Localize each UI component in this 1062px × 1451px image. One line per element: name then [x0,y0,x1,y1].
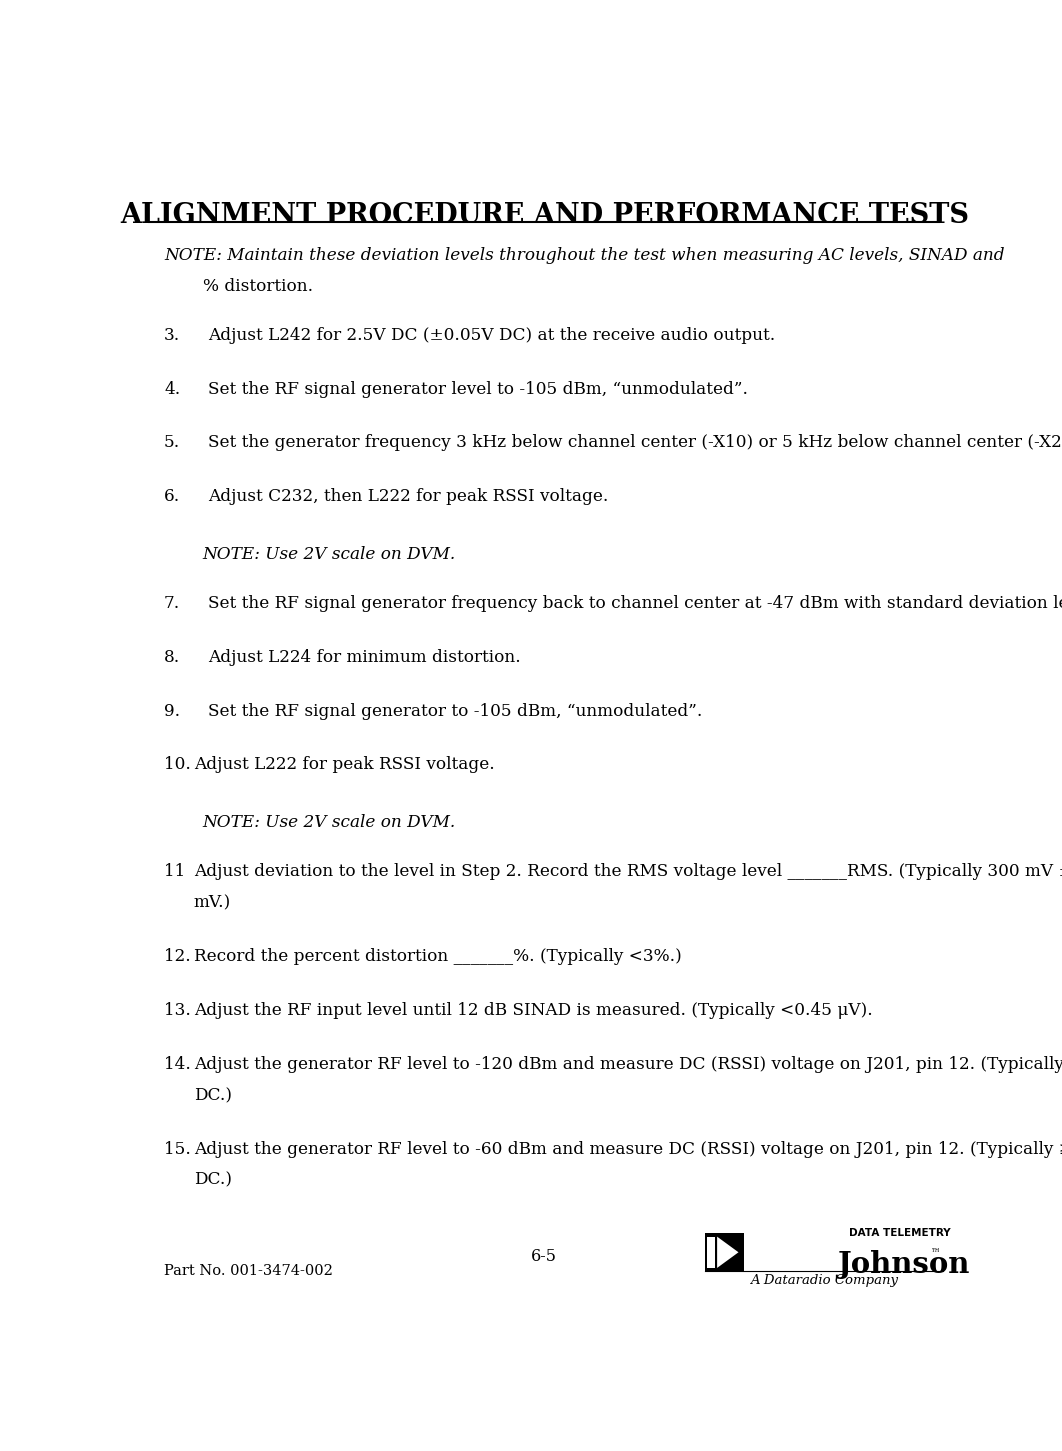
Text: A Dataradio Company: A Dataradio Company [750,1274,898,1287]
Text: Adjust the generator RF level to -60 dBm and measure DC (RSSI) voltage on J201, : Adjust the generator RF level to -60 dBm… [193,1140,1062,1158]
Text: Adjust deviation to the level in Step 2. Record the RMS voltage level _______RMS: Adjust deviation to the level in Step 2.… [193,863,1062,881]
Text: 11: 11 [164,863,185,881]
Text: Set the generator frequency 3 kHz below channel center (-X10) or 5 kHz below cha: Set the generator frequency 3 kHz below … [208,434,1062,451]
Text: mV.): mV.) [193,895,230,911]
Text: DC.): DC.) [193,1172,232,1188]
Text: 12.: 12. [164,949,191,965]
Text: NOTE: Use 2V scale on DVM.: NOTE: Use 2V scale on DVM. [203,546,456,563]
Text: Adjust L222 for peak RSSI voltage.: Adjust L222 for peak RSSI voltage. [193,756,495,773]
FancyBboxPatch shape [705,1233,744,1271]
Text: Adjust L242 for 2.5V DC (±0.05V DC) at the receive audio output.: Adjust L242 for 2.5V DC (±0.05V DC) at t… [208,326,775,344]
Text: ™: ™ [931,1249,941,1258]
Text: DATA TELEMETRY: DATA TELEMETRY [849,1228,950,1238]
Text: 7.: 7. [164,595,181,612]
Text: 4.: 4. [164,380,181,398]
Text: NOTE: Use 2V scale on DVM.: NOTE: Use 2V scale on DVM. [203,814,456,831]
Text: ALIGNMENT PROCEDURE AND PERFORMANCE TESTS: ALIGNMENT PROCEDURE AND PERFORMANCE TEST… [120,202,969,229]
Text: Johnson: Johnson [837,1251,970,1278]
Text: DC.): DC.) [193,1087,232,1104]
Text: Set the RF signal generator frequency back to channel center at -47 dBm with sta: Set the RF signal generator frequency ba… [208,595,1062,612]
Text: NOTE: Maintain these deviation levels throughout the test when measuring AC leve: NOTE: Maintain these deviation levels th… [164,247,1005,264]
Text: 6-5: 6-5 [531,1248,558,1265]
Text: Part No. 001-3474-002: Part No. 001-3474-002 [164,1264,332,1278]
Text: 14.: 14. [164,1056,191,1072]
Text: Adjust C232, then L222 for peak RSSI voltage.: Adjust C232, then L222 for peak RSSI vol… [208,488,609,505]
Text: Adjust L224 for minimum distortion.: Adjust L224 for minimum distortion. [208,649,521,666]
Polygon shape [717,1236,738,1268]
Text: 5.: 5. [164,434,181,451]
Text: 8.: 8. [164,649,181,666]
Text: 6.: 6. [164,488,181,505]
Text: 10.: 10. [164,756,191,773]
Text: Set the RF signal generator level to -105 dBm, “unmodulated”.: Set the RF signal generator level to -10… [208,380,749,398]
Text: 15.: 15. [164,1140,191,1158]
Text: Adjust the generator RF level to -120 dBm and measure DC (RSSI) voltage on J201,: Adjust the generator RF level to -120 dB… [193,1056,1062,1072]
Text: Adjust the RF input level until 12 dB SINAD is measured. (Typically <0.45 μV).: Adjust the RF input level until 12 dB SI… [193,1003,872,1019]
Text: 13.: 13. [164,1003,191,1019]
Text: Set the RF signal generator to -105 dBm, “unmodulated”.: Set the RF signal generator to -105 dBm,… [208,702,703,720]
Text: Record the percent distortion _______%. (Typically <3%.): Record the percent distortion _______%. … [193,949,682,965]
FancyBboxPatch shape [707,1236,716,1268]
Text: 9.: 9. [164,702,181,720]
Text: 3.: 3. [164,326,181,344]
Text: % distortion.: % distortion. [203,279,313,295]
